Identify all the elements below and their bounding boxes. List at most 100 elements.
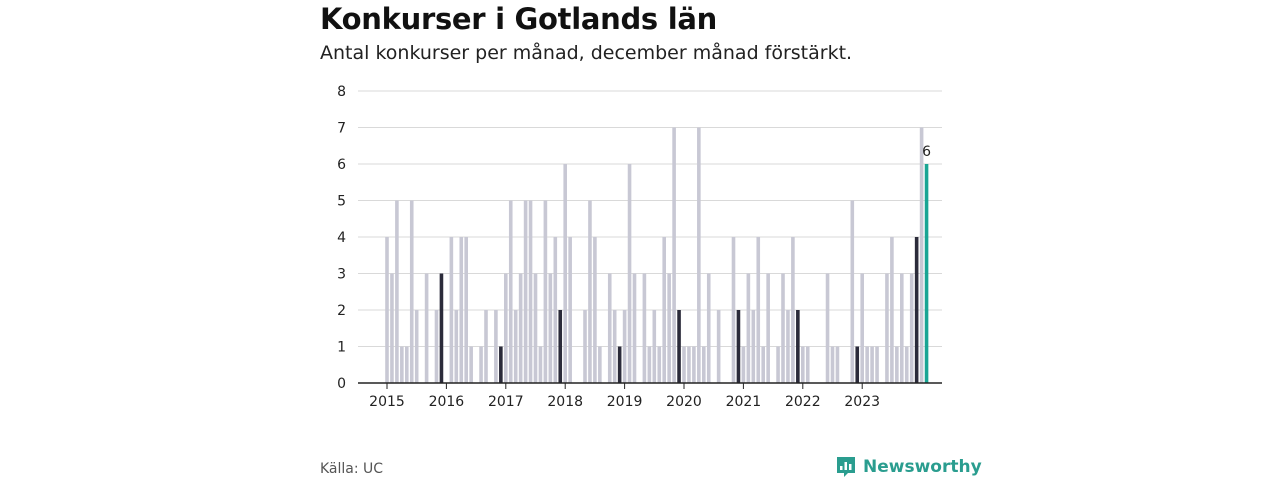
bar — [533, 273, 538, 383]
bar — [781, 273, 785, 383]
bar — [850, 200, 855, 383]
bar — [830, 346, 835, 383]
bar — [657, 346, 662, 383]
bar — [469, 346, 473, 383]
bar — [736, 310, 741, 383]
bar — [667, 273, 671, 383]
bar — [825, 273, 830, 383]
bar — [870, 346, 874, 383]
x-tick-label: 2018 — [547, 394, 583, 410]
bar — [449, 237, 454, 383]
bar — [647, 346, 652, 383]
bar — [390, 273, 394, 383]
bars — [385, 127, 929, 383]
bar — [761, 346, 765, 383]
bar — [484, 310, 488, 383]
bar — [900, 273, 904, 383]
y-tick-label: 0 — [337, 376, 346, 392]
chart-title: Konkurser i Gotlands län — [320, 2, 717, 36]
bar — [776, 346, 780, 383]
bar — [741, 346, 746, 383]
y-tick-label: 8 — [337, 84, 346, 100]
gridlines — [358, 90, 942, 347]
bar — [583, 310, 587, 383]
source-note: Källa: UC — [320, 461, 384, 477]
bar — [409, 200, 414, 383]
bar — [439, 273, 444, 383]
bar — [687, 346, 691, 383]
bar — [682, 346, 686, 383]
x-tick-label: 2017 — [488, 394, 524, 410]
bar — [865, 346, 869, 383]
bar — [593, 237, 597, 383]
bar — [796, 310, 800, 383]
bar — [890, 237, 894, 383]
bar — [508, 200, 513, 383]
bar — [835, 346, 840, 383]
bar — [904, 346, 909, 383]
bar — [875, 346, 879, 383]
bar — [523, 200, 528, 383]
bar — [677, 310, 681, 383]
bar — [558, 310, 563, 383]
x-tick-label: 2015 — [369, 394, 405, 410]
bar — [672, 127, 676, 383]
bar — [746, 273, 751, 383]
bar — [617, 346, 622, 383]
bar — [538, 346, 543, 383]
bar — [499, 346, 503, 383]
bar — [731, 237, 736, 383]
bar — [395, 200, 399, 383]
y-tick-label: 1 — [337, 340, 346, 356]
brand-logo[interactable]: Newsworthy — [835, 455, 982, 479]
bar — [885, 273, 889, 383]
bar — [464, 237, 468, 383]
y-tick-label: 6 — [337, 157, 346, 173]
latest-value-label: 6 — [922, 144, 931, 160]
x-tick-label: 2023 — [844, 394, 880, 410]
bar — [553, 237, 558, 383]
y-tick-label: 5 — [337, 194, 346, 210]
bar — [598, 346, 602, 383]
y-tick-label: 2 — [337, 303, 346, 319]
x-tick-label: 2019 — [607, 394, 643, 410]
bar — [860, 273, 864, 383]
bar — [414, 310, 419, 383]
brand-name: Newsworthy — [863, 457, 982, 477]
bar — [434, 310, 439, 383]
bar — [588, 200, 592, 383]
x-tick-label: 2022 — [785, 394, 821, 410]
bar — [494, 310, 498, 383]
bar — [756, 237, 761, 383]
bar — [697, 127, 701, 383]
bar — [612, 310, 617, 383]
x-tick-label: 2020 — [666, 394, 702, 410]
bar — [424, 273, 429, 383]
bar — [528, 200, 533, 383]
bar — [642, 273, 647, 383]
bar — [692, 346, 696, 383]
bar — [622, 310, 627, 383]
y-axis-ticks: 0 1 2 3 4 5 6 7 8 — [337, 84, 346, 392]
chart-subtitle: Antal konkurser per månad, december måna… — [320, 42, 853, 64]
bar — [801, 346, 805, 383]
bar — [479, 346, 483, 383]
bar — [632, 273, 637, 383]
bar — [909, 273, 914, 383]
bar — [459, 237, 464, 383]
y-tick-label: 3 — [337, 267, 346, 283]
bar — [855, 346, 860, 383]
bar — [504, 273, 508, 383]
bar — [652, 310, 657, 383]
bar — [400, 346, 404, 383]
bar — [627, 164, 632, 383]
bar — [791, 237, 795, 383]
bar — [766, 273, 770, 383]
y-tick-label: 4 — [337, 230, 346, 246]
bar — [805, 346, 810, 383]
x-tick-label: 2016 — [429, 394, 465, 410]
bar — [706, 273, 711, 383]
bar — [924, 164, 929, 383]
bar — [716, 310, 721, 383]
